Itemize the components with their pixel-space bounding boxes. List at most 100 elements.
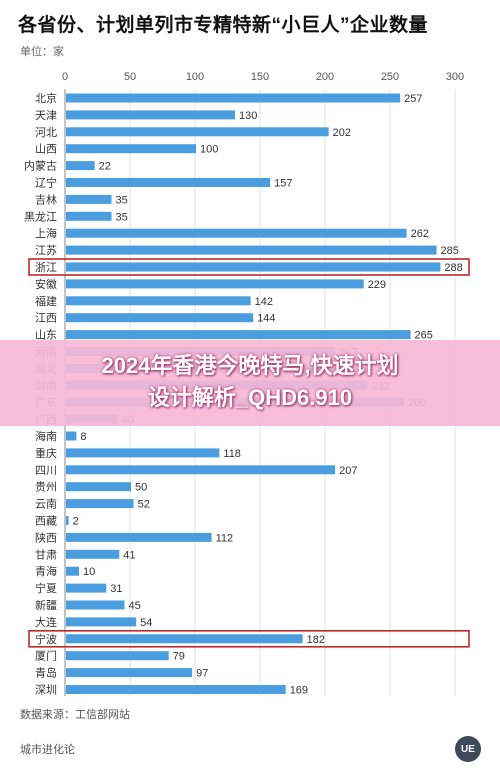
value-label: 41	[123, 549, 135, 561]
brand-logo-icon: UE	[455, 736, 481, 762]
bar	[66, 634, 303, 644]
value-label: 118	[223, 448, 241, 460]
value-label: 262	[411, 228, 429, 240]
x-tick-label: 150	[251, 71, 269, 83]
bar	[66, 465, 336, 475]
overlay-line-2: 设计解析_QHD6.910	[147, 385, 353, 410]
category-label: 海南	[35, 429, 57, 443]
category-label: 安徽	[35, 277, 57, 291]
value-label: 22	[99, 161, 111, 173]
value-label: 10	[83, 566, 95, 578]
bar	[66, 194, 112, 204]
bar	[66, 668, 193, 678]
category-label: 山东	[35, 329, 57, 342]
bar	[66, 330, 411, 340]
value-label: 157	[274, 178, 292, 190]
category-label: 青海	[35, 564, 57, 578]
value-label: 8	[80, 431, 86, 443]
category-label: 辽宁	[35, 176, 57, 190]
value-label: 265	[415, 330, 433, 342]
value-label: 229	[368, 279, 386, 291]
value-label: 35	[116, 211, 128, 223]
bar	[66, 110, 235, 120]
category-label: 西藏	[35, 515, 57, 528]
overlay-banner	[0, 340, 500, 426]
bar	[66, 617, 137, 627]
bar	[66, 313, 254, 323]
bar	[66, 262, 441, 272]
category-label: 重庆	[35, 446, 57, 460]
bar	[66, 549, 120, 559]
x-tick-label: 50	[124, 71, 136, 83]
bar	[66, 178, 271, 187]
category-label: 新疆	[35, 598, 57, 612]
value-label: 100	[200, 144, 218, 156]
category-label: 大连	[35, 615, 57, 629]
bar	[66, 228, 407, 238]
category-label: 河北	[35, 126, 57, 139]
value-label: 35	[116, 194, 128, 206]
bar	[66, 431, 77, 441]
highlight-box	[28, 258, 470, 276]
brand-name: 城市进化论	[20, 744, 75, 756]
value-label: 285	[441, 245, 459, 257]
overlay-line-1: 2024年香港今晚特马,快速计划	[101, 353, 399, 378]
bar	[66, 499, 134, 509]
category-label: 青岛	[35, 666, 57, 680]
category-label: 云南	[35, 498, 57, 511]
bar	[66, 532, 212, 542]
value-label: 130	[239, 110, 257, 122]
x-tick-label: 0	[62, 71, 68, 83]
category-label: 深圳	[35, 684, 57, 697]
category-label: 江苏	[35, 244, 57, 257]
overlay-text: 2024年香港今晚特马,快速计划 设计解析_QHD6.910	[0, 350, 500, 414]
category-label: 甘肃	[35, 548, 57, 561]
bar	[66, 93, 401, 103]
value-label: 54	[140, 617, 152, 629]
category-label: 浙江	[35, 261, 57, 274]
category-label: 宁波	[35, 632, 57, 646]
bar	[66, 583, 107, 593]
bar	[66, 685, 286, 694]
bar	[66, 600, 125, 610]
category-label: 吉林	[35, 192, 57, 206]
value-label: 182	[307, 634, 325, 646]
bar	[66, 516, 69, 525]
bar	[66, 448, 220, 458]
value-label: 142	[255, 296, 273, 308]
value-label: 169	[290, 685, 308, 697]
category-label: 宁夏	[35, 581, 57, 595]
value-label: 31	[110, 583, 122, 595]
x-tick-label: 100	[186, 71, 204, 83]
category-label: 北京	[35, 91, 57, 105]
value-label: 202	[333, 127, 351, 139]
category-label: 福建	[35, 294, 57, 308]
bar	[66, 651, 169, 661]
value-label: 45	[129, 600, 141, 612]
bar	[66, 245, 437, 255]
bar	[66, 161, 95, 171]
bar	[66, 211, 112, 221]
bar	[66, 127, 329, 137]
chart-title: 各省份、计划单列市专精特新“小巨人”企业数量	[18, 15, 429, 36]
category-label: 上海	[35, 226, 57, 240]
value-label: 97	[196, 668, 208, 680]
value-label: 257	[404, 93, 422, 105]
x-tick-label: 250	[381, 71, 399, 83]
x-tick-label: 300	[446, 71, 464, 83]
bar	[66, 279, 364, 289]
value-label: 79	[173, 651, 185, 663]
value-label: 144	[257, 313, 275, 325]
bar	[66, 296, 251, 306]
value-label: 50	[135, 482, 147, 494]
value-label: 2	[73, 516, 79, 528]
category-label: 黑龙江	[24, 210, 57, 223]
source-note: 数据来源：工信部网站	[20, 709, 130, 721]
unit-label: 单位：家	[20, 46, 64, 58]
value-label: 207	[339, 465, 357, 477]
highlight-box	[28, 629, 470, 648]
bar	[66, 566, 79, 576]
x-tick-label: 200	[316, 71, 334, 83]
value-label: 112	[216, 532, 234, 544]
category-label: 山西	[35, 143, 57, 156]
